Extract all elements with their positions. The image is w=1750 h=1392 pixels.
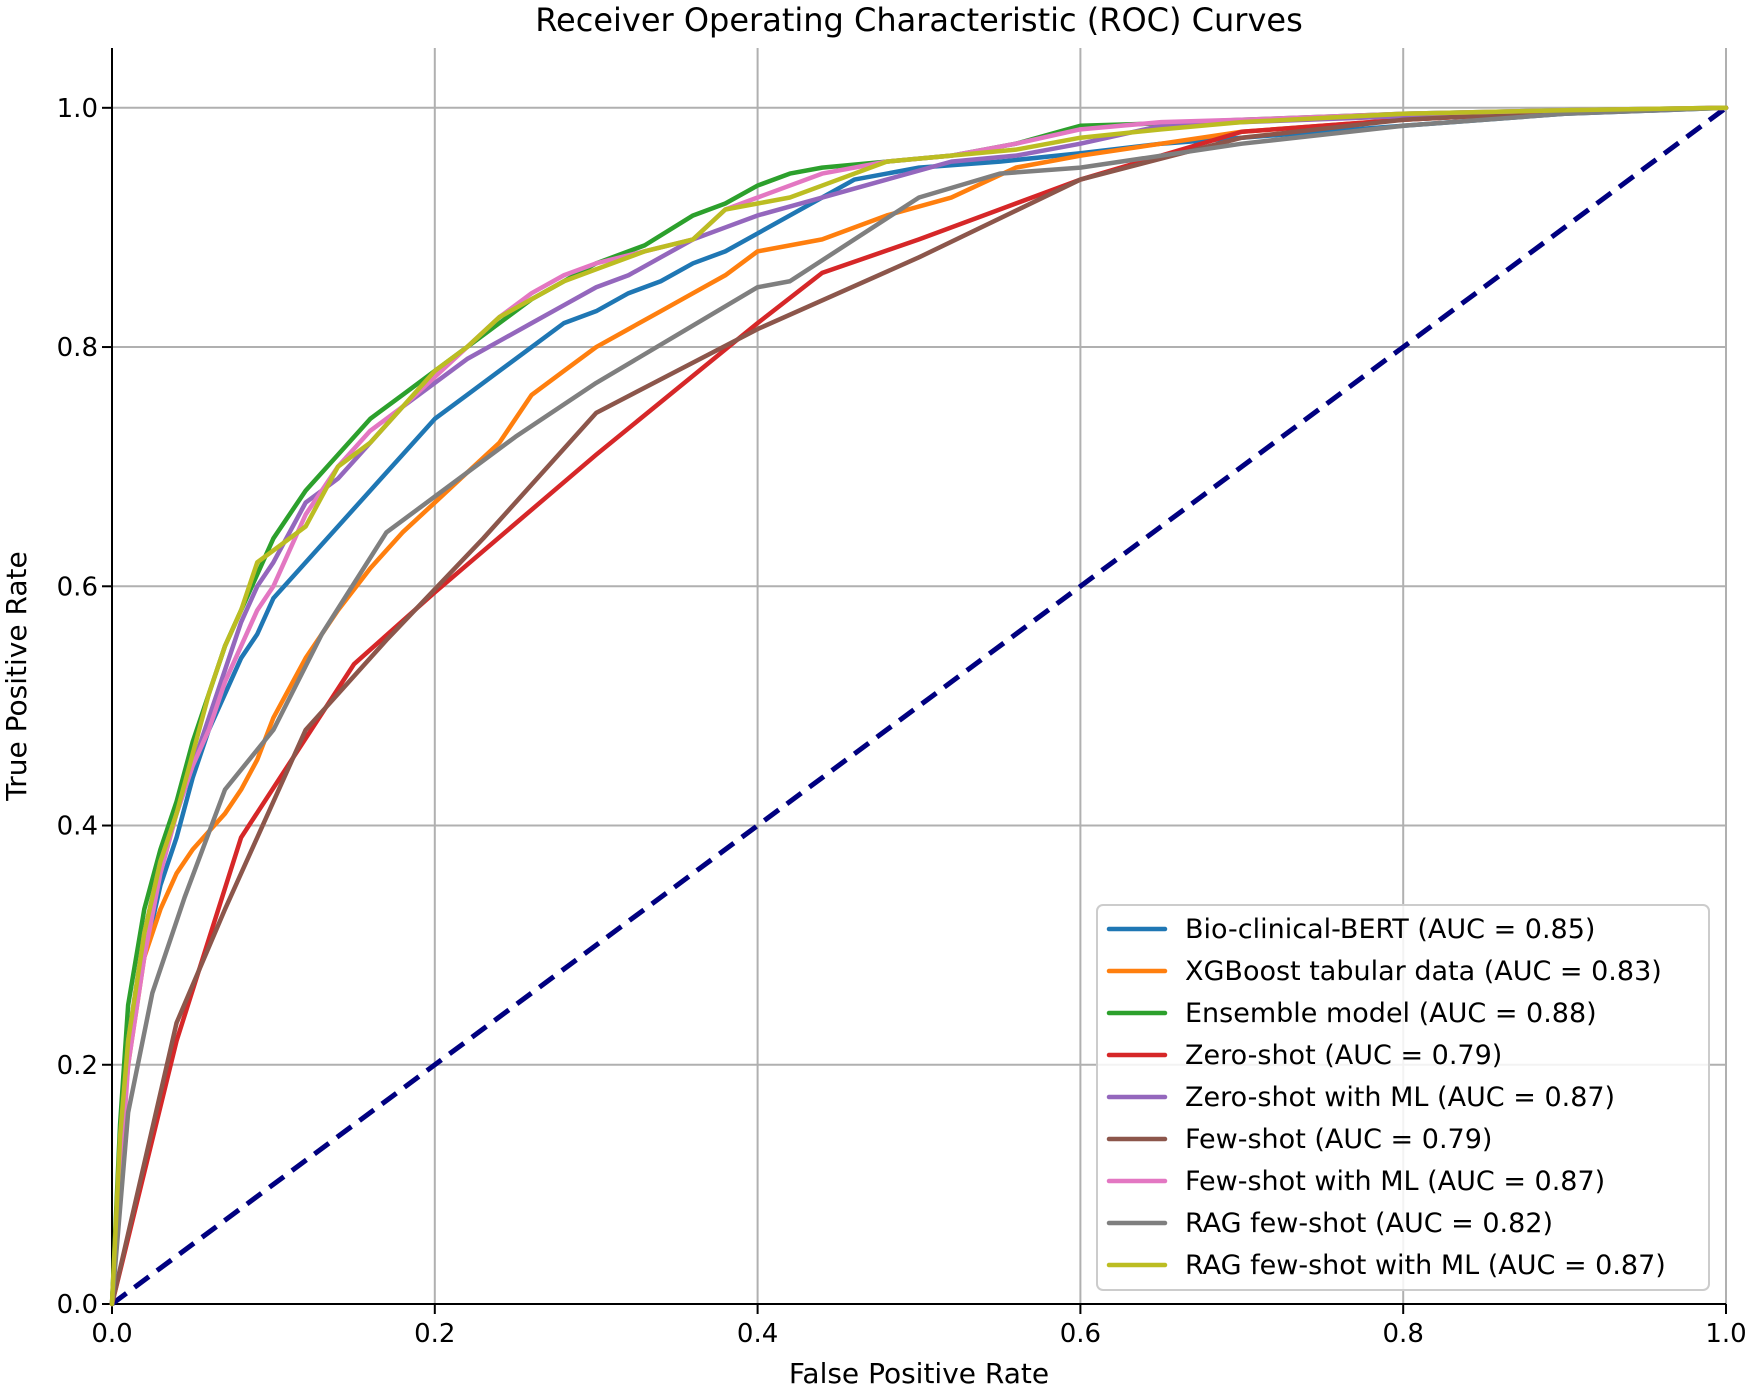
legend-item-label: Zero-shot (AUC = 0.79) (1185, 1040, 1502, 1071)
legend-item-label: RAG few-shot (AUC = 0.82) (1185, 1208, 1553, 1239)
x-tick-label: 0.2 (414, 1319, 455, 1349)
x-axis-title: False Positive Rate (789, 1357, 1049, 1390)
x-tick-label: 1.0 (1705, 1319, 1746, 1349)
series-line-1 (109, 105, 1729, 1307)
series-line-5 (109, 105, 1729, 1307)
legend-item-label: Few-shot (AUC = 0.79) (1185, 1124, 1492, 1155)
x-tick-label: 0.8 (1383, 1319, 1424, 1349)
y-tick-label: 0.2 (57, 1051, 98, 1081)
y-tick-label: 0.6 (57, 572, 98, 602)
y-axis-title: True Positive Rate (0, 551, 33, 801)
chart-title: Receiver Operating Characteristic (ROC) … (535, 1, 1303, 39)
y-tick-label: 0.4 (57, 812, 98, 842)
legend-item-label: XGBoost tabular data (AUC = 0.83) (1185, 956, 1662, 987)
y-tick-label: 1.0 (57, 94, 98, 124)
series-lines (109, 105, 1729, 1307)
x-tick-label: 0.0 (91, 1319, 132, 1349)
legend-item-label: Ensemble model (AUC = 0.88) (1185, 998, 1597, 1029)
legend-item-label: Few-shot with ML (AUC = 0.87) (1185, 1166, 1605, 1197)
ticks: 0.0 0.2 0.4 0.6 0.8 1.0 0.0 0.2 0.4 0.6 0.8 1.0 (57, 94, 1747, 1349)
y-tick-label: 0.0 (57, 1290, 98, 1320)
y-tick-label: 0.8 (57, 333, 98, 363)
series-line-8 (109, 105, 1729, 1307)
legend: Bio-clinical-BERT (AUC = 0.85) XGBoost ta… (1096, 904, 1710, 1291)
x-tick-label: 0.4 (737, 1319, 778, 1349)
legend-item-label: Zero-shot with ML (AUC = 0.87) (1185, 1082, 1615, 1113)
plot-area: 0.0 0.2 0.4 0.6 0.8 1.0 0.0 0.2 0.4 0.6 0.8 1.0 Bio-… (57, 48, 1747, 1349)
x-tick-label: 0.6 (1060, 1319, 1101, 1349)
legend-item-label: Bio-clinical-BERT (AUC = 0.85) (1185, 914, 1595, 945)
legend-item-label: RAG few-shot with ML (AUC = 0.87) (1185, 1250, 1666, 1281)
series-line-7 (109, 105, 1729, 1307)
axes (111, 48, 1726, 1305)
legend-box (1096, 904, 1710, 1291)
series-line-0 (109, 105, 1729, 1307)
